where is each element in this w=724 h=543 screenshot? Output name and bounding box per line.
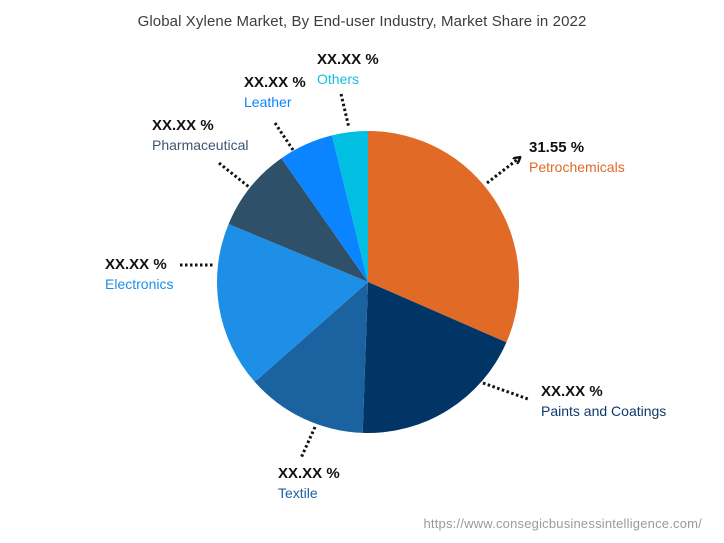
paints-name: Paints and Coatings — [541, 403, 667, 419]
label-pharmaceutical: XX.XX % Pharmaceutical — [152, 118, 249, 152]
slice-electronics — [216, 224, 368, 382]
leader-petrochemicals — [486, 159, 518, 185]
pharmaceutical-value: XX.XX % — [152, 117, 214, 134]
slice-paints-and-coatings — [362, 282, 507, 433]
slice-textile — [254, 282, 368, 433]
leather-name: Leather — [244, 94, 292, 110]
textile-value: XX.XX % — [278, 465, 340, 482]
slice-petrochemicals — [368, 131, 520, 343]
leader-textile — [299, 426, 317, 459]
label-petrochemicals: 31.55 % Petrochemicals — [529, 140, 625, 174]
label-others: XX.XX % Others — [317, 52, 379, 86]
chart-title: Global Xylene Market, By End-user Indust… — [137, 13, 587, 30]
petrochemicals-name: Petrochemicals — [529, 159, 625, 175]
source-url: https://www.consegicbusinessintelligence… — [423, 516, 702, 531]
leader-leather — [273, 122, 295, 151]
petrochemicals-value: 31.55 % — [529, 139, 585, 156]
slice-pharmaceutical — [228, 158, 368, 282]
label-electronics: XX.XX % Electronics — [105, 257, 173, 291]
others-value: XX.XX % — [317, 51, 379, 68]
paints-value: XX.XX % — [541, 383, 603, 400]
leader-others — [339, 93, 351, 129]
leather-value: XX.XX % — [244, 74, 306, 91]
slice-others — [332, 131, 368, 282]
textile-name: Textile — [278, 485, 318, 501]
pharmaceutical-name: Pharmaceutical — [152, 137, 249, 153]
leader-paints — [482, 381, 529, 401]
label-textile: XX.XX % Textile — [278, 466, 340, 500]
slice-leather — [281, 135, 368, 282]
others-name: Others — [317, 71, 360, 87]
label-paints-and-coatings: XX.XX % Paints and Coatings — [541, 384, 666, 418]
electronics-value: XX.XX % — [105, 256, 167, 273]
electronics-name: Electronics — [105, 276, 174, 292]
leader-pharmaceutical — [218, 161, 250, 189]
label-leather: XX.XX % Leather — [244, 75, 306, 109]
